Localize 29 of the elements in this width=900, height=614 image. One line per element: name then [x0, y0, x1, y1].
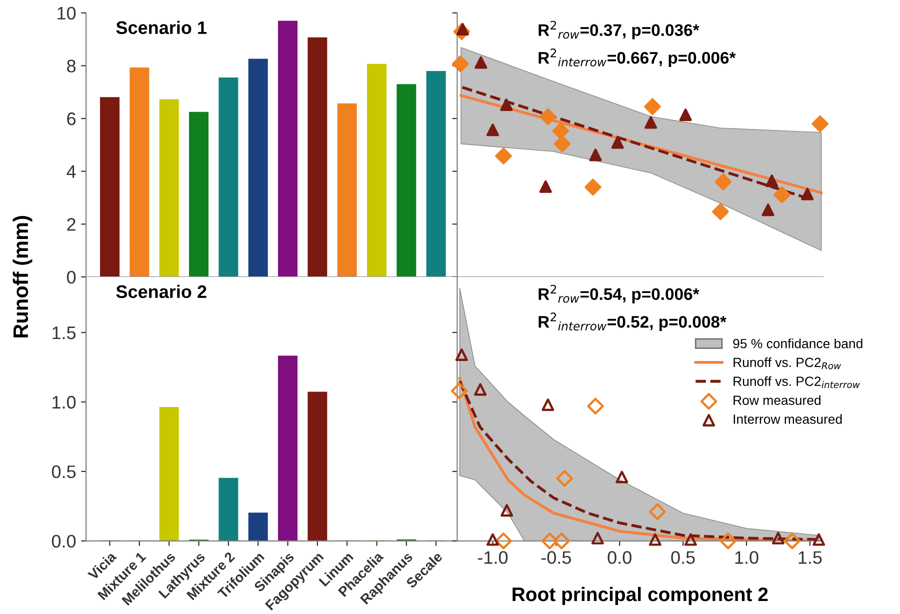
x-tick-label: 0.0 — [608, 551, 632, 564]
y-axis-title: Runoff (mm) — [12, 216, 32, 338]
y-tick-label: 0.0 — [52, 534, 76, 548]
y-tick-label: 1.5 — [52, 326, 76, 340]
y-tick-label: 4 — [66, 165, 76, 178]
x-tick-label: -0.5 — [541, 551, 571, 564]
legend-label: Row measured — [734, 395, 820, 405]
annotation: R$^{2}$$_{interrow}$=0.667, p=0.006* — [538, 48, 736, 68]
legend-label: Runoff vs. PC2$_{Row}$ — [734, 357, 842, 370]
x-tick-label: 1.5 — [798, 551, 822, 564]
x-axis-title: Root principal component 2 — [512, 586, 768, 606]
legend-label: Interrow measured — [734, 414, 842, 424]
legend-label: 95 % confidance band — [733, 338, 862, 348]
y-tick-label: 6 — [67, 112, 76, 126]
x-tick-label: -1.0 — [478, 551, 508, 564]
legend-label: Runoff vs. PC2$_{interrow}$ — [734, 376, 860, 388]
annotation: R$^{2}$$_{row}$=0.54, p=0.006* — [538, 284, 700, 304]
x-tick-label: 1.0 — [735, 551, 758, 564]
y-tick-label: 2 — [67, 218, 76, 231]
annotation: R$^{2}$$_{row}$=0.37, p=0.036* — [538, 20, 700, 40]
y-tick-label: 8 — [67, 60, 76, 72]
chart-title: Scenario 1 — [116, 20, 207, 34]
x-tick-label: 0.5 — [671, 551, 695, 564]
y-tick-label: 10 — [58, 6, 76, 20]
y-tick-label: 0 — [66, 270, 76, 284]
y-tick-label: 1.0 — [52, 396, 76, 409]
annotation: R$^{2}$$_{interrow}$=0.52, p=0.008* — [538, 312, 726, 332]
y-tick-label: 0.5 — [52, 465, 76, 478]
chart-title: Scenario 2 — [116, 284, 206, 298]
